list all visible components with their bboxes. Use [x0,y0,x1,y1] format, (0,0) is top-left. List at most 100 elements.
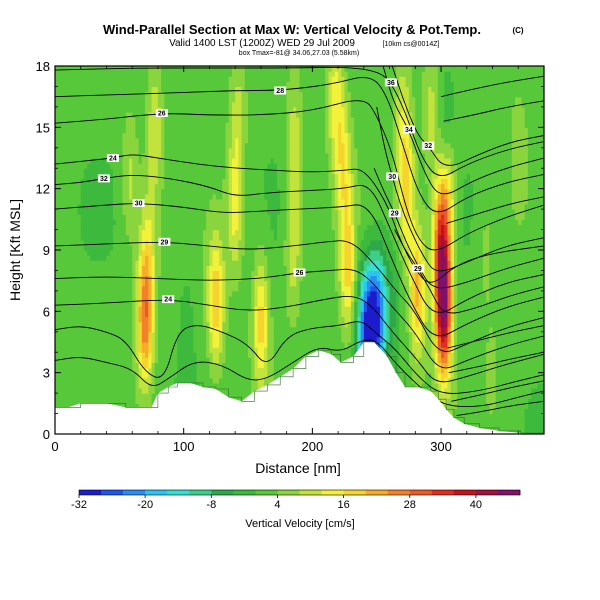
velocity-cell [83,71,88,77]
velocity-cell [138,147,143,154]
velocity-cell [193,336,198,343]
velocity-cell [122,188,127,195]
velocity-cell [167,316,172,323]
velocity-cell [122,280,127,287]
velocity-cell [122,285,127,292]
velocity-cell [219,234,223,241]
velocity-cell [128,316,133,323]
velocity-cell [180,158,185,164]
velocity-cell [80,112,85,118]
velocity-cell [167,342,172,348]
velocity-cell [64,244,69,251]
velocity-cell [215,224,220,231]
velocity-cell [55,96,59,103]
velocity-cell [215,173,220,180]
velocity-cell [273,229,278,236]
velocity-cell [164,301,169,307]
velocity-cell [55,76,59,82]
velocity-cell [119,265,124,272]
velocity-cell [109,342,114,348]
velocity-cell [219,204,223,210]
velocity-cell [231,66,236,72]
velocity-cell [74,224,79,231]
velocity-cell [170,71,175,77]
velocity-cell [112,352,117,358]
velocity-cell [248,280,252,287]
velocity-cell [87,96,91,103]
velocity-cell [148,198,153,205]
velocity-cell [183,188,188,195]
velocity-cell [193,66,198,72]
velocity-cell [251,193,256,200]
velocity-cell [222,163,227,169]
velocity-cell [64,173,69,180]
velocity-cell [55,377,59,384]
velocity-cell [109,183,114,190]
velocity-cell [231,198,236,205]
velocity-cell [161,285,165,292]
velocity-cell [116,336,120,343]
velocity-cell [186,204,191,210]
velocity-cell [202,224,207,231]
velocity-cell [132,229,137,236]
velocity-cell [122,127,127,134]
velocity-cell [71,188,75,195]
velocity-cell [148,204,153,210]
velocity-cell [148,321,153,328]
velocity-cell [161,127,165,134]
velocity-cell [267,214,272,220]
velocity-cell [145,91,149,98]
velocity-cell [116,209,120,215]
velocity-cell [103,342,108,348]
velocity-cell [58,142,63,149]
velocity-cell [132,403,137,410]
velocity-cell [112,214,117,220]
velocity-cell [93,173,98,180]
velocity-cell [96,336,101,343]
velocity-cell [141,382,146,389]
velocity-cell [264,229,268,236]
velocity-cell [138,311,143,318]
velocity-cell [135,321,140,328]
velocity-cell [90,142,95,149]
velocity-cell [206,193,211,200]
velocity-cell [273,132,278,139]
velocity-cell [190,224,194,231]
velocity-cell [238,173,243,180]
velocity-cell [257,101,262,108]
velocity-cell [238,66,243,72]
velocity-cell [125,229,130,236]
velocity-cell [235,188,239,195]
velocity-cell [206,163,211,169]
velocity-cell [74,250,79,256]
velocity-cell [177,301,182,307]
velocity-cell [154,219,159,226]
velocity-cell [238,142,243,149]
velocity-cell [141,255,146,261]
velocity-cell [71,137,75,144]
velocity-cell [58,372,63,379]
velocity-cell [77,224,82,231]
velocity-cell [241,270,246,277]
velocity-cell [228,296,233,302]
velocity-cell [135,178,140,185]
velocity-cell [219,270,223,277]
velocity-cell [112,372,117,379]
velocity-cell [190,178,194,185]
velocity-cell [161,270,165,277]
velocity-cell [93,224,98,231]
velocity-cell [212,311,217,318]
velocity-cell [222,188,227,195]
velocity-cell [138,285,143,292]
velocity-cell [138,244,143,251]
velocity-cell [174,244,178,251]
velocity-cell [260,188,265,195]
velocity-cell [238,388,243,394]
velocity-cell [93,193,98,200]
velocity-cell [122,372,127,379]
velocity-cell [186,321,191,328]
velocity-cell [170,244,175,251]
velocity-cell [74,188,79,195]
velocity-cell [161,372,165,379]
velocity-cell [235,81,239,88]
